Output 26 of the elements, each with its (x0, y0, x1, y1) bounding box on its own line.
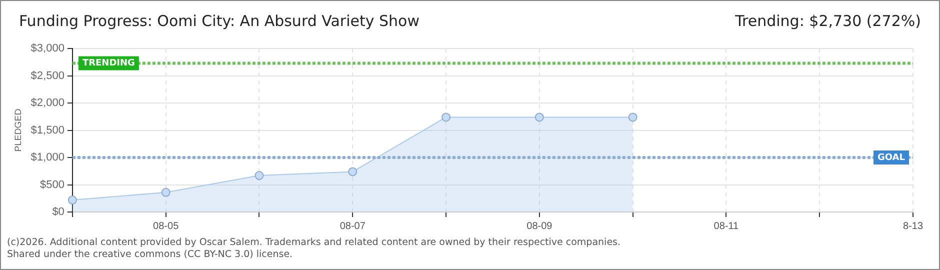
y-tick-label: $1,500 (30, 124, 64, 136)
text: Shared under the creative commons (CC BY-NC 3.0) license. (7, 249, 293, 260)
x-tick-label: 08-09 (526, 220, 553, 232)
ref-line-label: GOAL (878, 152, 906, 163)
point (348, 167, 358, 176)
chart-title: Funding Progress: Oomi City: An Absurd Variety Show (19, 12, 420, 30)
point (161, 188, 170, 197)
y-tick-label: $2,500 (30, 70, 64, 82)
y-tick-label: $500 (40, 178, 64, 191)
text: (c)2026. Additional content provided by Oscar Salem. Trademarks and related content are owned by their respective companies. (7, 237, 621, 248)
point (254, 171, 264, 180)
y-tick-label: $2,000 (30, 97, 64, 110)
x-tick-label: 08-11 (714, 220, 740, 232)
y-tick-label: $0 (52, 206, 64, 218)
point (68, 196, 77, 205)
point (534, 112, 544, 122)
y-tick-label: $1,000 (30, 152, 64, 164)
x-tick-label: 08-07 (340, 220, 366, 232)
point (442, 112, 451, 122)
ref-line-label: TRENDING (82, 58, 135, 69)
x-tick-label: 8-13 (902, 220, 924, 232)
x-tick-label: 08-05 (153, 220, 180, 232)
chart-subtitle: Trending: $2,730 (272%) (735, 12, 921, 30)
y-tick-label: $3,000 (30, 42, 64, 55)
y-axis-title: PLEDGED (12, 108, 23, 152)
point (628, 112, 638, 122)
